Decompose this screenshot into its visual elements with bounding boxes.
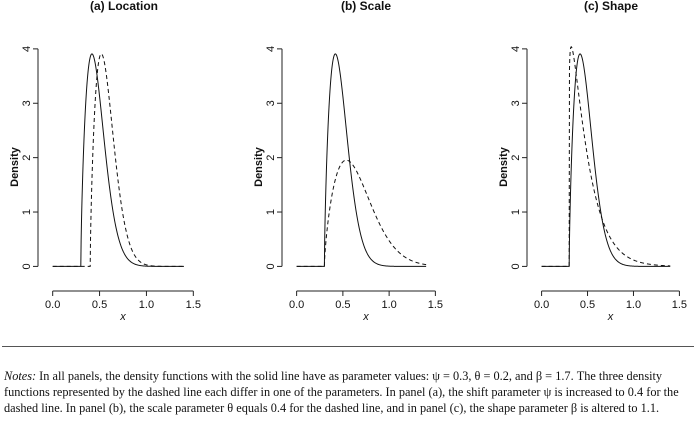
- x-axis-title: x: [362, 311, 369, 323]
- x-tick-label: 1.5: [186, 299, 201, 311]
- y-tick-label: 0: [21, 263, 33, 269]
- panel-title: (c) Shape: [584, 0, 638, 13]
- x-tick-label: 0.0: [534, 299, 549, 311]
- y-tick-label: 3: [21, 100, 33, 106]
- y-axis-title: Density: [9, 146, 21, 187]
- y-axis-title: Density: [498, 146, 510, 187]
- x-tick-label: 1.0: [139, 299, 154, 311]
- y-axis-title: Density: [253, 146, 265, 187]
- notes-divider: [2, 346, 694, 347]
- x-axis-title: x: [607, 311, 614, 323]
- y-tick-label: 4: [21, 46, 33, 52]
- y-tick-label: 2: [265, 155, 277, 161]
- x-tick-label: 0.0: [45, 299, 60, 311]
- solid-density-curve: [52, 53, 184, 267]
- x-tick-label: 1.5: [428, 299, 443, 311]
- x-tick-label: 1.0: [381, 299, 396, 311]
- y-tick-label: 2: [21, 155, 33, 161]
- figure-notes: Notes: In all panels, the density functi…: [4, 368, 694, 416]
- y-tick-label: 0: [265, 263, 277, 269]
- y-tick-label: 0: [510, 263, 522, 269]
- x-tick-label: 0.0: [289, 299, 304, 311]
- x-tick-label: 1.5: [672, 299, 687, 311]
- dashed-density-curve: [541, 46, 671, 267]
- dashed-density-curve: [52, 53, 184, 267]
- y-tick-label: 1: [510, 209, 522, 215]
- x-tick-label: 0.5: [580, 299, 595, 311]
- x-axis-title: x: [119, 311, 126, 323]
- panel-title: (a) Location: [90, 0, 158, 13]
- solid-density-curve: [541, 53, 671, 267]
- notes-text: In all panels, the density functions wit…: [4, 369, 679, 416]
- y-tick-label: 4: [510, 46, 522, 52]
- y-tick-label: 3: [265, 100, 277, 106]
- panel-2: (b) Scale 0 1 2 3 4 Density 0.0 0.5 1.0 1.5 x: [253, 0, 443, 323]
- panel-3: (c) Shape 0 1 2 3 4 Density 0.0 0.5 1.0 1.5 x: [498, 0, 687, 323]
- dashed-density-curve: [296, 159, 427, 267]
- y-tick-label: 1: [21, 209, 33, 215]
- notes-lead: Notes:: [4, 369, 37, 384]
- y-tick-label: 1: [265, 209, 277, 215]
- y-tick-label: 3: [510, 100, 522, 106]
- x-tick-label: 0.5: [335, 299, 350, 311]
- solid-density-curve: [296, 53, 427, 267]
- x-tick-label: 1.0: [626, 299, 641, 311]
- panel-1: (a) Location 0 1 2 3 4 Density 0.0 0.5 1.0 1.5 x: [9, 0, 201, 323]
- x-tick-label: 0.5: [92, 299, 107, 311]
- panel-title: (b) Scale: [341, 0, 391, 13]
- y-tick-label: 2: [510, 155, 522, 161]
- y-tick-label: 4: [265, 46, 277, 52]
